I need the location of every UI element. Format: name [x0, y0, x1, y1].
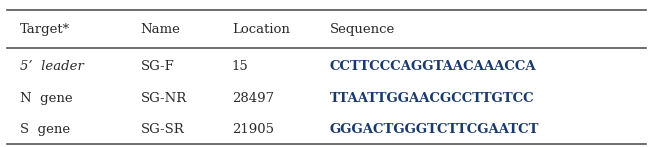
Text: SG-SR: SG-SR: [140, 123, 184, 136]
Text: 15: 15: [232, 60, 249, 73]
Text: 21905: 21905: [232, 123, 274, 136]
Text: 28497: 28497: [232, 92, 274, 105]
Text: 5’  leader: 5’ leader: [20, 60, 84, 73]
Text: S  gene: S gene: [20, 123, 70, 136]
Text: SG-NR: SG-NR: [140, 92, 187, 105]
Text: SG-F: SG-F: [140, 60, 174, 73]
Text: Location: Location: [232, 23, 290, 36]
Text: Name: Name: [140, 23, 180, 36]
Text: TTAATTGGAACGCCTTGTCC: TTAATTGGAACGCCTTGTCC: [330, 92, 534, 105]
Text: N  gene: N gene: [20, 92, 72, 105]
Text: Target*: Target*: [20, 23, 70, 36]
Text: GGGACTGGGTCTTCGAATCT: GGGACTGGGTCTTCGAATCT: [330, 123, 539, 136]
Text: CCTTCCCAGGTAACAAACCA: CCTTCCCAGGTAACAAACCA: [330, 60, 536, 73]
Text: Sequence: Sequence: [330, 23, 395, 36]
